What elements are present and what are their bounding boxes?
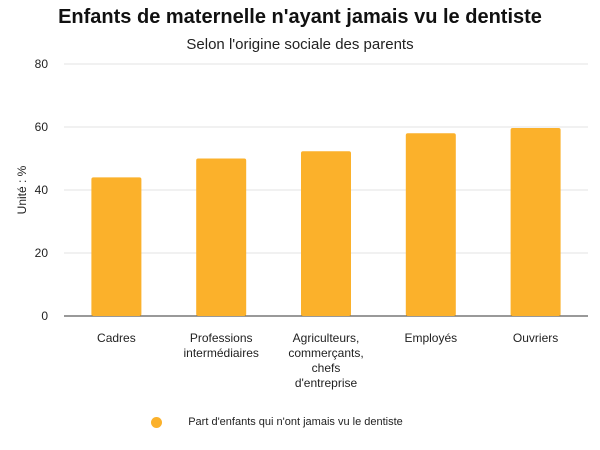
y-axis: 0 20 40 60 80 [35, 57, 49, 323]
legend-swatch [151, 416, 163, 428]
x-tick-label: Employés [404, 331, 458, 345]
x-tick-label: Professions intermédiaires [183, 331, 259, 360]
y-tick-label: 20 [35, 246, 49, 260]
bar [91, 177, 142, 316]
y-tick-label: 80 [35, 57, 49, 71]
y-tick-label: 0 [41, 309, 48, 323]
legend: Part d'enfants qui n'ont jamais vu le de… [0, 413, 600, 431]
bar [510, 127, 561, 316]
y-tick-label: 60 [35, 120, 49, 134]
x-tick-label: Ouvriers [512, 331, 559, 345]
chart-subtitle: Selon l'origine sociale des parents [186, 36, 414, 53]
legend-label: Part d'enfants qui n'ont jamais vu le de… [188, 416, 403, 428]
bar [301, 151, 351, 316]
chart-title: Enfants de maternelle n'ayant jamais vu … [58, 6, 542, 28]
bars [91, 127, 561, 316]
bar [196, 158, 247, 316]
x-tick-label: Cadres [97, 331, 136, 345]
y-axis-title: Unité : % [15, 165, 29, 214]
bar [405, 133, 456, 316]
y-tick-label: 40 [35, 183, 49, 197]
x-tick-label: Agriculteurs, commerçants, chefs d'entre… [288, 331, 364, 390]
